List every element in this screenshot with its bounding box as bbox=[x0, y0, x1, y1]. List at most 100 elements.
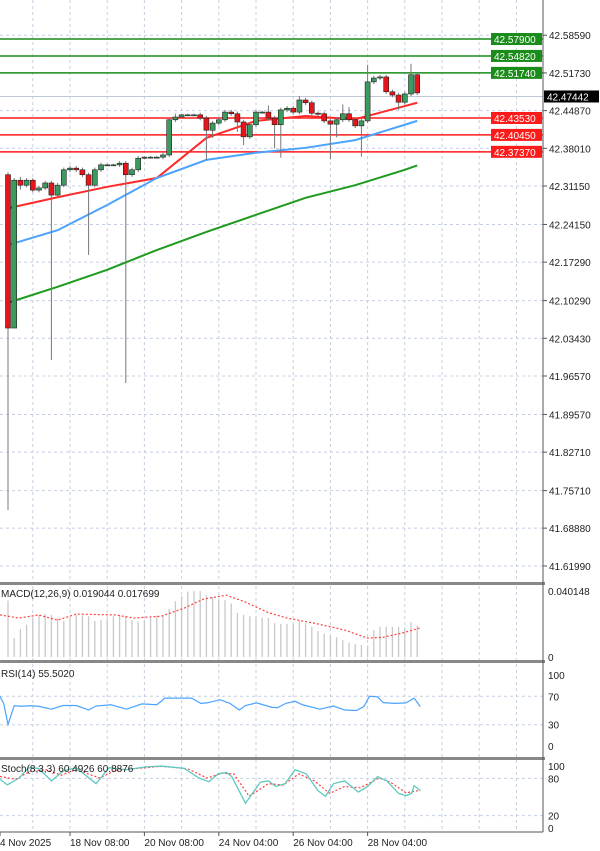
candle-bullish bbox=[141, 156, 148, 159]
candle-bullish bbox=[11, 179, 17, 329]
candle-bullish bbox=[116, 162, 123, 166]
candle-bullish bbox=[185, 114, 191, 117]
macd-signal-line bbox=[0, 594, 421, 639]
candle-bullish bbox=[339, 113, 346, 121]
price-label: 42.57900 bbox=[494, 35, 536, 46]
candle-bullish bbox=[209, 122, 216, 131]
macd-title: MACD(12,26,9) 0.019044 0.017699 bbox=[1, 589, 160, 600]
rsi-y-tick-label: 100 bbox=[548, 671, 565, 682]
price-label: 42.54820 bbox=[494, 52, 536, 63]
current-price-label: 42.47442 bbox=[547, 92, 589, 103]
candle-bullish bbox=[129, 169, 135, 176]
candle-bearish bbox=[203, 117, 210, 131]
price-label: 42.43530 bbox=[494, 114, 536, 125]
moving-average-line bbox=[7, 101, 418, 210]
x-tick-label: 18 Nov 08:00 bbox=[70, 838, 130, 849]
candle-bullish bbox=[160, 154, 166, 158]
candle-bullish bbox=[166, 119, 172, 156]
price-label-bg bbox=[491, 49, 542, 62]
rsi-line bbox=[0, 695, 421, 727]
candle-bullish bbox=[377, 76, 383, 79]
candle-bullish bbox=[172, 116, 179, 121]
candle-bullish bbox=[333, 119, 340, 125]
y-tick-label: 42.38010 bbox=[549, 144, 591, 155]
price-label-bg bbox=[491, 128, 542, 141]
candle-bullish bbox=[154, 156, 160, 159]
x-tick-label: 4 Nov 2025 bbox=[0, 838, 52, 849]
candle-bearish bbox=[290, 107, 297, 113]
candle-bullish bbox=[110, 164, 117, 167]
x-tick-label: 24 Nov 04:00 bbox=[219, 838, 279, 849]
y-tick-label: 41.82710 bbox=[549, 448, 591, 459]
price-panel[interactable] bbox=[0, 38, 543, 510]
candle-bearish bbox=[29, 179, 36, 191]
candle-bullish bbox=[401, 93, 408, 103]
candle-bearish bbox=[352, 119, 359, 127]
candle-bearish bbox=[308, 102, 315, 114]
candle-bullish bbox=[370, 77, 377, 83]
x-tick-label: 26 Nov 04:00 bbox=[293, 838, 353, 849]
candle-bullish bbox=[42, 182, 49, 189]
stoch-y-tick-label: 80 bbox=[548, 774, 560, 785]
x-tick-label: 28 Nov 04:00 bbox=[368, 838, 428, 849]
candle-bullish bbox=[36, 187, 42, 191]
y-tick-label: 42.10290 bbox=[549, 297, 591, 308]
candle-bullish bbox=[253, 111, 259, 126]
candle-bullish bbox=[135, 157, 141, 171]
price-label-bg bbox=[491, 111, 542, 124]
candle-bullish bbox=[98, 164, 104, 171]
price-label-bg bbox=[491, 33, 542, 46]
stochastic-title: Stoch(8,3,3) 60.4926 60.8876 bbox=[1, 764, 134, 775]
y-tick-label: 42.51730 bbox=[549, 69, 591, 80]
candle-bullish bbox=[358, 120, 365, 127]
candle-bullish bbox=[54, 184, 61, 196]
candle-bearish bbox=[389, 91, 396, 96]
candle-bearish bbox=[315, 112, 321, 115]
candle-bearish bbox=[73, 167, 79, 171]
stoch-main-line bbox=[0, 765, 421, 805]
panel-separator bbox=[0, 757, 545, 760]
macd-panel[interactable] bbox=[0, 591, 421, 657]
stoch-y-tick-label: 0 bbox=[548, 824, 554, 835]
current-price-label-bg bbox=[544, 90, 599, 103]
candle-bearish bbox=[383, 76, 390, 93]
y-tick-label: 41.96570 bbox=[549, 372, 591, 383]
moving-average-line bbox=[7, 119, 418, 247]
x-tick-label: 20 Nov 08:00 bbox=[144, 838, 204, 849]
rsi-panel[interactable] bbox=[0, 695, 421, 727]
rsi-y-tick-label: 70 bbox=[548, 692, 560, 703]
candle-bearish bbox=[414, 74, 421, 94]
candle-bearish bbox=[234, 113, 241, 123]
candle-bearish bbox=[240, 121, 247, 138]
moving-average-line bbox=[7, 164, 418, 304]
y-tick-label: 42.31150 bbox=[549, 182, 590, 193]
candle-bearish bbox=[265, 111, 272, 119]
candle-bullish bbox=[247, 124, 253, 138]
stochastic-panel[interactable] bbox=[0, 765, 421, 805]
price-label-bg bbox=[491, 66, 542, 79]
candle-bullish bbox=[277, 109, 284, 126]
stoch-y-tick-label: 20 bbox=[548, 812, 560, 823]
y-tick-label: 41.75710 bbox=[549, 487, 591, 498]
candle-bearish bbox=[327, 120, 334, 125]
y-tick-label: 42.24150 bbox=[549, 220, 591, 231]
candle-bearish bbox=[346, 113, 352, 121]
price-label: 42.40450 bbox=[494, 131, 536, 142]
candle-bearish bbox=[395, 94, 402, 103]
price-label: 42.37370 bbox=[494, 148, 536, 159]
candle-bearish bbox=[321, 113, 328, 122]
price-label: 42.51740 bbox=[494, 69, 536, 80]
macd-y-tick-label: 0 bbox=[548, 653, 554, 664]
candle-bearish bbox=[17, 179, 24, 186]
candle-bullish bbox=[67, 167, 73, 171]
candle-bearish bbox=[271, 117, 278, 126]
candle-bullish bbox=[178, 114, 185, 118]
candle-bearish bbox=[302, 99, 309, 104]
y-tick-label: 42.44870 bbox=[549, 107, 591, 118]
candle-bullish bbox=[23, 179, 30, 186]
y-tick-label: 42.17290 bbox=[549, 258, 591, 269]
candle-bullish bbox=[259, 111, 266, 114]
y-tick-label: 41.61990 bbox=[549, 562, 591, 573]
